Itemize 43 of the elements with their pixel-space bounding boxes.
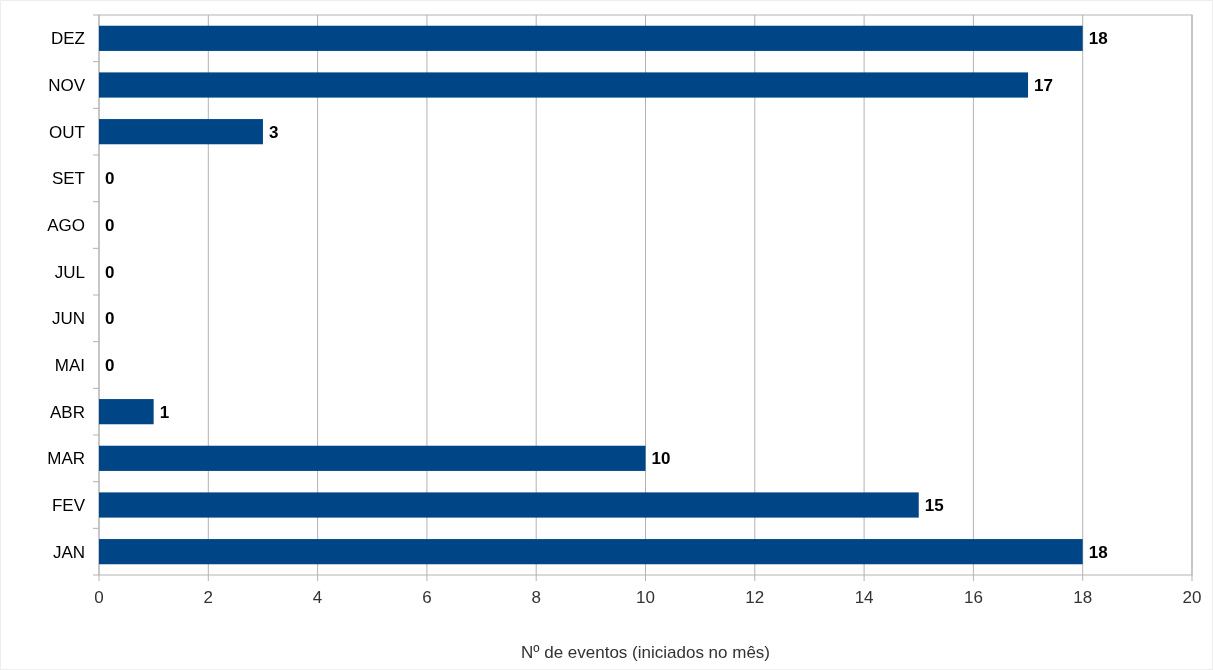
bar [99, 72, 1029, 98]
y-tick-label: MAI [54, 355, 85, 375]
x-tick-label: 2 [203, 588, 214, 607]
y-tick-label: AGO [47, 215, 85, 235]
y-tick-label: JUN [51, 309, 85, 329]
data-label: 3 [268, 122, 279, 142]
x-tick-label: 8 [531, 588, 541, 607]
bar [99, 399, 154, 425]
bar [99, 25, 1083, 51]
y-tick-label: SET [51, 169, 85, 189]
y-tick-label: DEZ [51, 29, 85, 49]
x-tick-label: 18 [1073, 588, 1093, 607]
data-label: 0 [105, 262, 115, 282]
data-label: 0 [105, 309, 115, 329]
bar [99, 119, 263, 145]
bar [99, 492, 919, 518]
data-label: 17 [1034, 75, 1053, 95]
bar [99, 539, 1083, 565]
x-tick-label: 10 [636, 588, 655, 607]
x-tick-label: 20 [1182, 588, 1202, 607]
data-label: 10 [651, 449, 671, 469]
x-tick-label: 6 [422, 588, 432, 607]
x-tick-label: 14 [854, 588, 874, 607]
x-tick-label: 0 [94, 588, 104, 607]
bar [99, 445, 646, 471]
data-label: 0 [105, 169, 115, 189]
data-label: 0 [105, 215, 115, 235]
y-tick-label: ABR [50, 402, 85, 422]
x-tick-label: 16 [963, 588, 983, 607]
y-tick-label: FEV [51, 495, 86, 515]
x-axis-title: Nº de eventos (iniciados no mês) [520, 643, 771, 662]
y-tick-label: JUL [54, 262, 85, 282]
y-tick-label: NOV [48, 75, 86, 95]
data-label: 0 [105, 355, 115, 375]
data-label: 18 [1088, 542, 1108, 562]
x-tick-label: 4 [312, 588, 323, 607]
y-tick-label: MAR [47, 449, 85, 469]
data-label: 18 [1088, 29, 1108, 49]
y-tick-label: OUT [49, 122, 85, 142]
data-label: 15 [924, 495, 944, 515]
data-label: 1 [159, 402, 170, 422]
y-tick-label: JAN [52, 542, 85, 562]
x-tick-label: 12 [745, 588, 765, 607]
